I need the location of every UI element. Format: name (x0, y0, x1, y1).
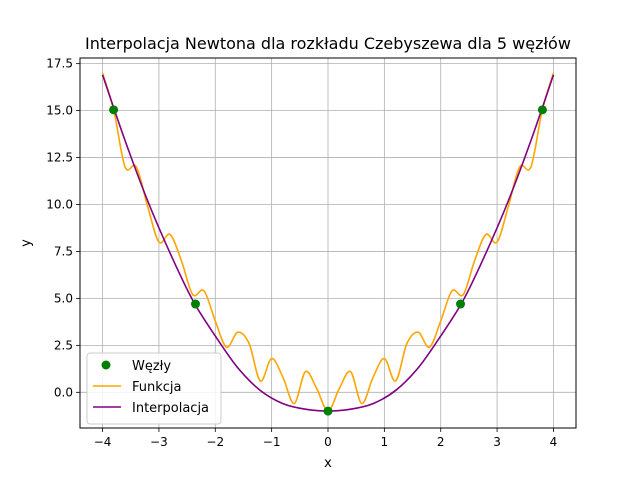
x-tick-label: 1 (381, 435, 389, 449)
x-tick-label: 2 (437, 435, 445, 449)
y-tick-label: 0.0 (54, 385, 73, 399)
x-axis-label: x (324, 456, 332, 471)
node-point (537, 105, 547, 115)
x-tick-label: −4 (94, 435, 112, 449)
y-tick-label: 7.5 (54, 244, 73, 258)
x-tick-label: 0 (324, 435, 332, 449)
y-tick-label: 12.5 (46, 151, 73, 165)
node-point (190, 299, 200, 309)
x-tick-label: 4 (550, 435, 558, 449)
legend-label-interpolacja: Interpolacja (132, 401, 209, 416)
legend-marker-wezly (101, 360, 111, 370)
x-tick-label: −2 (206, 435, 224, 449)
y-tick-label: 2.5 (54, 338, 73, 352)
chart-title: Interpolacja Newtona dla rozkładu Czebys… (85, 34, 571, 53)
y-tick-label: 15.0 (46, 104, 73, 118)
plot-series (101, 72, 555, 416)
node-point (456, 299, 466, 309)
legend-label-wezly: Węzły (132, 359, 171, 374)
node-point (323, 406, 333, 416)
y-axis-label: y (19, 239, 34, 247)
node-point (109, 105, 119, 115)
x-tick-label: −3 (150, 435, 168, 449)
x-tick-label: 3 (493, 435, 501, 449)
grid-lines (80, 58, 576, 428)
x-tick-label: −1 (263, 435, 281, 449)
legend: Węzły Funkcja Interpolacja (86, 352, 222, 425)
y-tick-label: 17.5 (46, 57, 73, 71)
y-tick-label: 10.0 (46, 197, 73, 211)
legend-label-funkcja: Funkcja (132, 380, 182, 395)
axis-ticks: −4 −3 −2 −1 0 1 2 3 4 0.0 2.5 5.0 7.5 10.0 12.5 15.0 17.… (46, 57, 557, 449)
y-tick-label: 5.0 (54, 291, 73, 305)
